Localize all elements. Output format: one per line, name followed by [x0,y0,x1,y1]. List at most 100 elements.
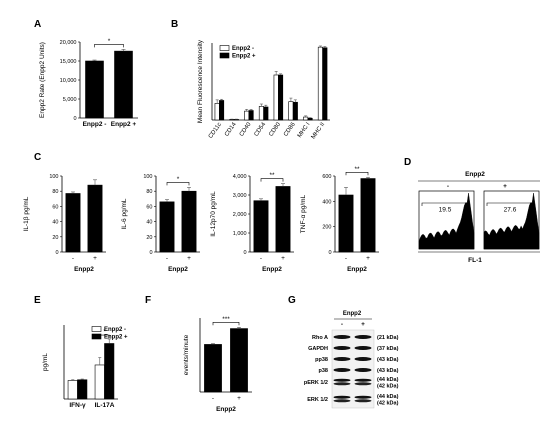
molecular-weight-label: (21 kDa) [377,335,399,341]
gate-percentage: 19.5 [439,207,452,214]
bar [181,190,197,253]
x-tick-label: Enpp2 - [83,121,107,128]
y-tick-label: 600 [322,174,331,180]
legend-swatch [219,45,230,51]
panel-c1: C 0 20 40 60 80 100 IL-1β pg/mL - + Enpp2 [23,152,106,273]
bar [248,110,254,121]
bar [317,46,323,121]
x-tick-label: + [187,255,191,262]
molecular-weight-label: (44 kDa) [377,377,399,383]
blot-band [333,357,351,361]
significance-label: ** [354,166,360,173]
blot-band [354,395,372,399]
y-tick-label: 80 [52,189,58,195]
y-tick-label: 5,000 [63,97,77,103]
x-tick-label: IL-17A [95,402,115,409]
panel-letter: E [34,295,41,306]
gate-bracket [486,202,534,206]
y-axis-label: IL-1β pg/mL [23,196,30,231]
molecular-weight-label: (43 kDa) [377,357,399,363]
blot-band [354,399,372,403]
bar [322,47,328,121]
protein-label: pp38 [315,357,328,363]
bar [360,178,376,253]
panel-b: B Mean Fluorescence Intensity CD11c CD14 CD4… [171,19,330,140]
blot-band [333,335,351,339]
blot-band [354,357,372,361]
legend-swatch [219,52,230,59]
protein-label: ERK 1/2 [307,397,328,403]
x-tick-label: CD86 [283,121,297,138]
significance-bracket [166,182,190,186]
bar [77,379,88,400]
x-tick-label: - [260,255,262,262]
lane-label: + [361,321,365,328]
x-tick-label: CD80 [268,121,282,138]
bar [278,74,284,121]
y-tick-label: 4,000 [233,174,247,180]
blot-band [333,399,351,403]
y-tick-label: 3,000 [233,193,247,199]
y-tick-label: 0 [55,250,58,256]
y-tick-label: 20 [146,235,152,241]
y-tick-label: 400 [322,199,331,205]
y-axis-label: IL-12p70 pg/mL [210,191,217,237]
y-axis-label: pg/mL [42,353,49,371]
protein-label: pERK 1/2 [304,380,328,386]
x-tick-label: + [366,255,370,262]
x-tick-label: - [166,255,168,262]
bar [104,343,115,400]
x-tick-label: IFN-γ [69,402,86,409]
significance-bracket [345,171,369,176]
significance-label: ** [269,172,275,179]
bar [258,106,264,121]
panel-letter: A [34,19,41,30]
bar [67,380,78,400]
x-tick-label: CD54 [254,121,268,138]
y-tick-label: 20 [52,235,58,241]
y-tick-label: 100 [49,174,58,180]
y-tick-label: 80 [146,189,152,195]
x-tick-label: + [237,395,241,402]
bar [229,119,235,121]
bar [159,201,175,253]
x-axis-label: Enpp2 [168,266,188,273]
x-tick-label: MHC I [297,121,312,139]
y-tick-label: 0 [73,116,76,122]
y-tick-label: 15,000 [60,59,77,65]
y-tick-label: 10,000 [60,78,77,84]
x-tick-label: - [345,255,347,262]
significance-bracket [260,178,284,182]
x-axis-label: Enpp2 [347,266,367,273]
gate-bracket [421,202,469,206]
blot-title: Enpp2 [343,311,362,317]
lane-label: - [341,321,343,328]
bar [230,328,248,393]
bar [307,117,313,121]
x-axis-label: FL-1 [468,257,482,264]
panel-c3: 0 1,000 2,000 3,000 4,000 IL-12p70 pg/mL - + ** E… [210,172,294,273]
legend-swatch [91,326,102,332]
panel-letter: D [404,157,411,168]
bar [273,74,279,121]
x-tick-label: MHC II [311,121,327,140]
bar [338,194,354,253]
bar [85,60,104,119]
significance-label: * [108,38,111,45]
blot-band [333,368,351,372]
protein-label: Rho A [312,335,328,341]
x-tick-label: + [281,255,285,262]
panel-letter: F [145,295,151,306]
blot-band [354,368,372,372]
y-tick-label: 1,000 [233,231,247,237]
panel-title: Enpp2 [465,171,485,178]
significance-bracket [99,334,110,339]
y-axis-label: Enpp2 Rate (Enpp2 Units) [39,42,46,118]
x-axis-label: Enpp2 [74,266,94,273]
blot-band [354,382,372,386]
x-axis-label: Enpp2 [216,406,236,413]
bar [303,116,309,121]
x-axis-label: Enpp2 [262,266,282,273]
x-tick-label: CD14 [224,121,238,138]
